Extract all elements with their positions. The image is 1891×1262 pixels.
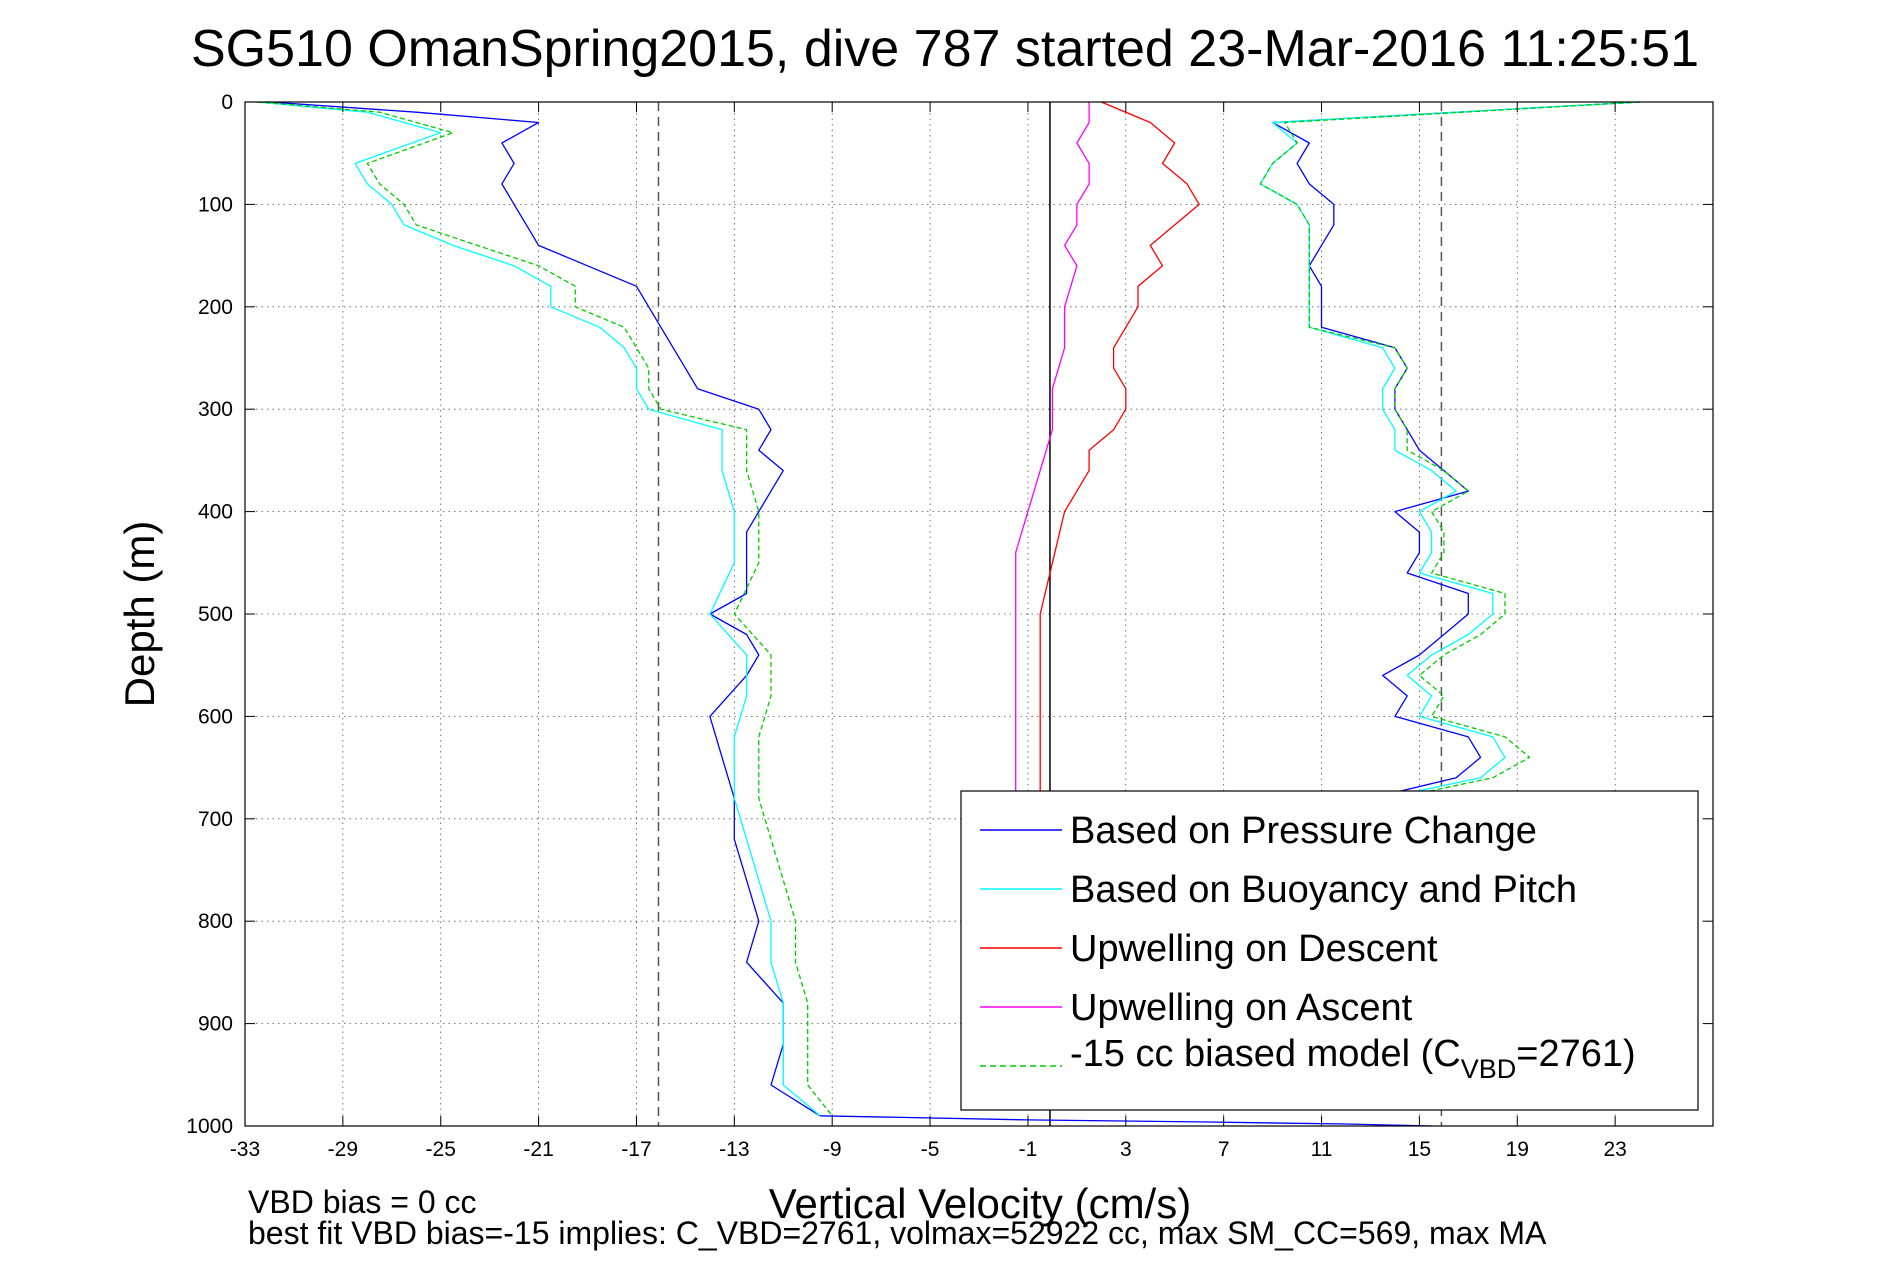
legend: Based on Pressure Change Based on Buoyan… [960, 790, 1699, 1111]
y-tick-label: 600 [198, 705, 233, 728]
series-line-3 [1039, 101, 1200, 799]
series-line-5 [1271, 101, 1640, 799]
x-tick-label: 11 [1311, 1138, 1333, 1161]
x-tick-label: -17 [621, 1138, 651, 1161]
footer-vbd-bias: VBD bias = 0 cc [248, 1184, 477, 1220]
y-tick-label: 500 [198, 603, 233, 626]
x-tick-label: -21 [523, 1138, 553, 1161]
footer-best-fit: best fit VBD bias=-15 implies: C_VBD=276… [248, 1215, 1547, 1251]
legend-label-descent: Upwelling on Descent [1070, 928, 1438, 970]
y-tick-label: 100 [198, 193, 233, 216]
y-tick-label: 400 [198, 501, 233, 524]
data-series [257, 101, 1640, 1127]
legend-model-post: =2761) [1516, 1033, 1635, 1075]
y-tick-label: 300 [198, 398, 233, 421]
x-tick-label: -9 [823, 1138, 842, 1161]
x-tick-label: 19 [1506, 1138, 1529, 1161]
x-tick-label: 7 [1218, 1138, 1230, 1161]
legend-model-sub: VBD [1461, 1054, 1517, 1084]
x-tick-label: 3 [1120, 1138, 1132, 1161]
series-line-2 [257, 101, 833, 1117]
legend-model-pre: -15 cc biased model (C [1070, 1033, 1461, 1075]
legend-label-model: -15 cc biased model (CVBD=2761) [1070, 1033, 1636, 1084]
series-line-7 [1259, 101, 1640, 799]
series-line-4 [1015, 102, 1090, 799]
y-tick-label: 1000 [186, 1115, 233, 1138]
x-tick-label: 15 [1408, 1138, 1431, 1161]
y-axis-label: Depth (m) [116, 521, 163, 708]
y-axis-ticks: 0 100 200 300 400 500 600 700 800 900 1000 [186, 91, 1713, 1138]
x-tick-label: 23 [1603, 1138, 1626, 1161]
x-tick-label: -29 [328, 1138, 358, 1161]
x-tick-label: -5 [921, 1138, 940, 1161]
legend-label-buoyancy: Based on Buoyancy and Pitch [1070, 869, 1577, 911]
y-tick-label: 700 [198, 808, 233, 831]
chart-title: SG510 OmanSpring2015, dive 787 started 2… [191, 20, 1699, 78]
legend-label-ascent: Upwelling on Ascent [1070, 987, 1413, 1029]
x-axis-label: Vertical Velocity (cm/s) [769, 1180, 1191, 1227]
series-line-8 [819, 1115, 1432, 1127]
y-tick-label: 800 [198, 910, 233, 933]
x-tick-label: -33 [230, 1138, 260, 1161]
x-axis-ticks: -33 -29 -25 -21 -17 -13 -9 -5 -1 3 7 11 15 19 23 [230, 102, 1627, 1161]
x-tick-label: -1 [1019, 1138, 1038, 1161]
series-line-0 [269, 101, 821, 1117]
x-tick-label: -13 [719, 1138, 749, 1161]
y-tick-label: 900 [198, 1013, 233, 1036]
y-tick-label: 0 [221, 91, 233, 114]
legend-label-pressure: Based on Pressure Change [1070, 810, 1537, 852]
y-tick-label: 200 [198, 296, 233, 319]
legend-box [960, 790, 1699, 1111]
series-line-6 [1259, 101, 1640, 799]
series-line-1 [257, 101, 821, 1117]
x-tick-label: -25 [426, 1138, 456, 1161]
